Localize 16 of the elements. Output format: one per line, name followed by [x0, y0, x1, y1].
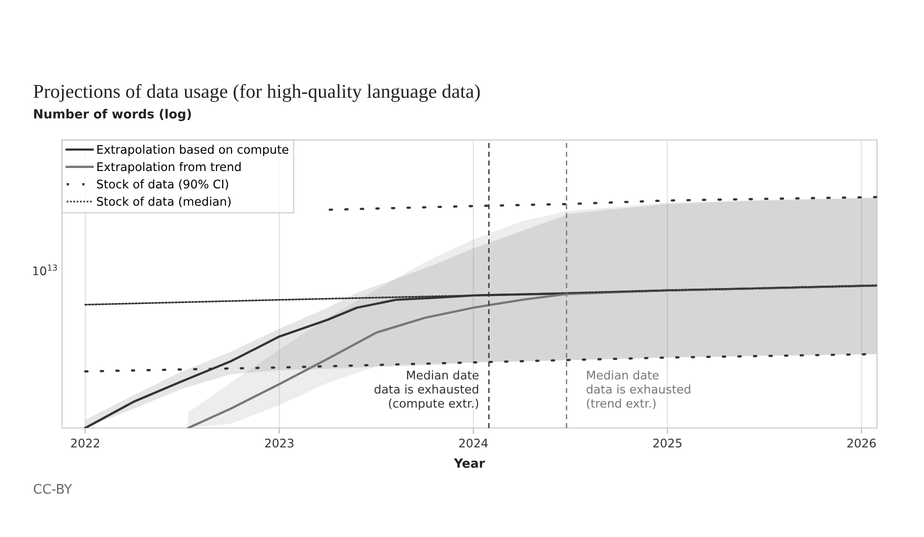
ref-line-label: Median date data is exhausted (compute extr.) — [374, 370, 479, 410]
legend-label: Extrapolation based on compute — [97, 144, 288, 156]
ref-line-label: Median date data is exhausted (trend extr.) — [586, 370, 690, 410]
text: 10$^{13}$ — [33, 264, 57, 276]
x-tick-label: 2025 — [653, 438, 682, 448]
x-axis-title: Year — [454, 458, 485, 468]
text: CC-BY — [34, 484, 72, 494]
x-tick-label: 2024 — [459, 438, 488, 448]
chart-title: Projections of data usage (for high-quality language data) — [34, 84, 480, 102]
legend-label: Stock of data (90% CI) — [97, 179, 228, 190]
legend-label: Stock of data (median) — [97, 196, 231, 208]
x-tick-label: 2023 — [265, 438, 294, 448]
legend-label: Extrapolation from trend — [97, 162, 241, 174]
text: Number of words (log) — [34, 108, 191, 122]
x-tick-label: 2022 — [71, 438, 100, 448]
x-tick-label: 2026 — [847, 438, 876, 448]
